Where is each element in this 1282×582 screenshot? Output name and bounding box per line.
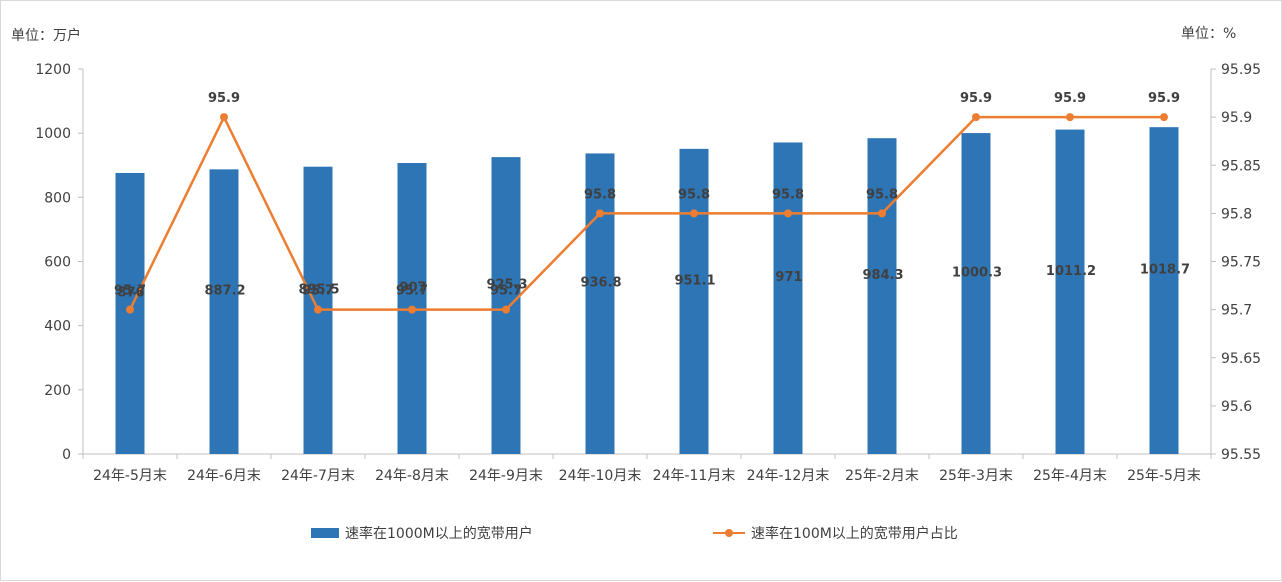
right-y-tick-label: 95.7: [1221, 303, 1252, 319]
bar-value-label: 1011.2: [1046, 264, 1096, 279]
bar-7[interactable]: [679, 148, 709, 455]
bar-value-label: 1018.7: [1140, 263, 1190, 278]
bar-value-label: 984.3: [862, 268, 903, 283]
bar-value-label: 971: [775, 270, 802, 285]
right-y-tick-label: 95.9: [1221, 110, 1252, 126]
bar-value-label: 1000.3: [952, 266, 1002, 281]
chart-legend: 速率在1000M以上的宽带用户 速率在100M以上的宽带用户占比: [1, 523, 1282, 543]
line-point-3[interactable]: [314, 305, 322, 314]
line-value-label: 95.7: [302, 284, 334, 299]
bar-10[interactable]: [961, 133, 991, 454]
line-point-6[interactable]: [596, 209, 604, 218]
left-y-tick-label: 800: [44, 190, 71, 206]
line-value-label: 95.9: [208, 91, 240, 106]
line-value-label: 95.8: [584, 187, 616, 202]
line-point-4[interactable]: [408, 305, 416, 314]
bar-2[interactable]: [209, 169, 239, 454]
line-point-5[interactable]: [502, 305, 510, 314]
right-y-tick-label: 95.65: [1221, 351, 1261, 367]
x-category-label: 24年-5月末: [93, 468, 167, 484]
line-point-1[interactable]: [126, 305, 134, 314]
legend-bar-series-label: 速率在1000M以上的宽带用户: [345, 526, 533, 542]
right-y-tick-label: 95.6: [1221, 399, 1252, 415]
line-point-9[interactable]: [878, 209, 886, 218]
line-value-label: 95.9: [960, 91, 992, 106]
line-point-8[interactable]: [784, 209, 792, 218]
line-point-12[interactable]: [1160, 113, 1168, 122]
line-value-label: 95.7: [114, 284, 146, 299]
line-point-10[interactable]: [972, 113, 980, 122]
bar-value-label: 895.5: [298, 282, 339, 297]
left-y-tick-label: 200: [44, 383, 71, 399]
x-category-label: 25年-4月末: [1033, 468, 1107, 484]
x-category-label: 24年-9月末: [469, 468, 543, 484]
line-value-label: 95.8: [678, 187, 710, 202]
line-series-path: [128, 114, 1164, 311]
x-category-label: 25年-2月末: [845, 468, 919, 484]
line-value-label: 95.8: [772, 187, 804, 202]
legend-line-series-label: 速率在100M以上的宽带用户占比: [751, 526, 958, 542]
left-axis-unit-label: 单位：万户: [11, 28, 81, 44]
bar-8[interactable]: [773, 142, 803, 455]
bar-11[interactable]: [1055, 129, 1085, 454]
line-value-label: 95.9: [1054, 91, 1086, 106]
legend-line-swatch: [713, 528, 745, 538]
line-point-2[interactable]: [220, 113, 228, 122]
line-point-7[interactable]: [690, 209, 698, 218]
legend-item-line-series[interactable]: 速率在100M以上的宽带用户占比: [713, 523, 958, 543]
line-value-label: 95.7: [396, 284, 428, 299]
bar-value-label: 925.3: [486, 278, 527, 293]
left-y-tick-label: 600: [44, 255, 71, 271]
bar-value-label: 887.2: [204, 284, 245, 299]
left-y-tick-label: 400: [44, 319, 71, 335]
bar-value-label: 951.1: [674, 273, 715, 288]
line-value-label: 95.9: [1148, 91, 1180, 106]
right-y-tick-label: 95.95: [1221, 62, 1261, 78]
legend-item-bar-series[interactable]: 速率在1000M以上的宽带用户: [311, 523, 533, 543]
bar-value-label: 876: [117, 285, 144, 300]
bar-9[interactable]: [867, 138, 897, 455]
bar-5[interactable]: [491, 157, 521, 454]
line-point-11[interactable]: [1066, 113, 1074, 122]
line-value-label: 95.8: [866, 187, 898, 202]
right-axis-unit-label: 单位：%: [1181, 26, 1237, 42]
x-category-label: 24年-7月末: [281, 468, 355, 484]
left-y-tick-label: 0: [62, 447, 71, 463]
x-category-label: 24年-12月末: [747, 468, 830, 484]
right-y-tick-label: 95.8: [1221, 206, 1252, 222]
bar-12[interactable]: [1149, 127, 1179, 454]
legend-bar-swatch: [311, 528, 339, 538]
bar-6[interactable]: [585, 153, 615, 454]
left-y-tick-label: 1200: [35, 62, 71, 78]
bar-value-label: 936.8: [580, 276, 621, 291]
left-y-tick-label: 1000: [35, 126, 71, 142]
right-y-tick-label: 95.85: [1221, 158, 1261, 174]
x-category-label: 24年-10月末: [559, 468, 642, 484]
x-category-label: 25年-3月末: [939, 468, 1013, 484]
line-value-label: 95.7: [490, 284, 522, 299]
x-category-label: 24年-6月末: [187, 468, 261, 484]
bar-value-label: 907: [399, 281, 426, 296]
right-y-tick-label: 95.55: [1221, 447, 1261, 463]
x-category-label: 24年-8月末: [375, 468, 449, 484]
right-y-tick-label: 95.75: [1221, 255, 1261, 271]
x-category-label: 24年-11月末: [653, 468, 736, 484]
x-category-label: 25年-5月末: [1127, 468, 1201, 484]
